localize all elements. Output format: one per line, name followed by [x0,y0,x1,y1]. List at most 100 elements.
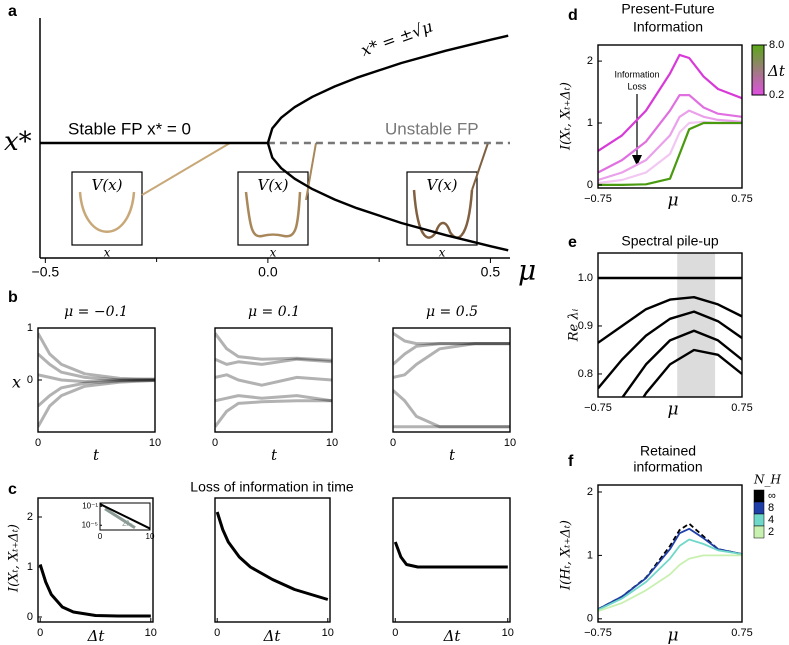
x-tick-label: 10 [149,437,161,449]
y-label: I(Hₜ, Xₜ₊Δₜ) [559,520,574,591]
series-line [621,329,742,397]
x-tick-label: −0.75 [584,627,612,639]
annotation: Stable FP x* = 0 [68,119,191,138]
legend-title: N_H [753,473,782,487]
legend-label: 8 [768,502,774,514]
x-tick-label: 0 [37,627,43,639]
series-line [598,538,742,611]
x-tick-label: 0 [35,437,41,449]
x-label: μ [667,400,678,420]
section-title: Loss of information in time [190,479,354,495]
chart-title: Spectral pile-up [621,233,718,249]
inset-boxes [71,171,478,246]
axes-frame [214,497,331,623]
series-line [266,34,509,144]
connector [141,142,231,196]
series-line [266,142,509,252]
potential [412,189,474,239]
panel-label: e [568,234,577,251]
series-line [598,94,742,174]
series-line [38,564,151,618]
y-tick-label: 2 [587,486,593,498]
series-line [393,389,510,429]
x-label: t [449,446,456,464]
chart-title: information [633,459,702,475]
panel-label: c [8,481,17,498]
y-tick-label: 1 [27,322,33,334]
annotation: Unstable FP [385,119,479,138]
y-tick-label: 0.9 [578,320,593,332]
inset-label: V(x) [258,176,289,194]
y-label: I(Xₜ, Xₜ₊Δₜ) [7,524,22,593]
x-tick-label: 0.75 [731,627,752,639]
series-line [393,342,510,379]
series-line [215,399,332,428]
x-tick-label: 0.5 [481,264,501,280]
subplot-title: μ = 0.1 [248,304,300,320]
inset-x-label: x [104,246,111,260]
x-tick-label: 0.0 [258,264,278,280]
x-label: μ [667,191,678,211]
legend-label: 4 [768,514,774,526]
x-tick-label: 0 [390,437,396,449]
series-line [215,373,332,387]
x-tick-label: 0 [214,627,220,639]
series-line [393,331,510,346]
series-line [38,379,155,428]
series-line [598,310,742,390]
series-line [598,53,742,152]
series-line [642,348,742,397]
panel-label: f [568,453,574,470]
x-tick-label: 0.75 [731,402,752,414]
colorbar [751,44,765,96]
connector [471,142,489,191]
series-line [598,121,742,186]
legend-label: 2 [768,526,774,538]
x-tick-label: 0 [212,437,218,449]
colorbar-label: Δt [767,62,786,80]
y-tick-label: 0.8 [578,368,593,380]
series-line [215,332,332,362]
chart-title: Retained [640,443,696,459]
guide-line [104,507,136,530]
legend-swatch [753,513,765,527]
x-tick-label: 10 [504,437,516,449]
x-tick-label: −0.75 [584,193,612,205]
y-label: x* [4,127,32,157]
plot-area [38,332,155,428]
inset-line [99,503,151,530]
series-line [215,394,332,403]
plot-area [393,541,508,569]
y-tick-label: 2 [587,55,593,67]
x-tick-label: 0.75 [731,193,752,205]
x-label: Δt [443,627,462,645]
series-line [215,357,332,366]
arrow-head [632,155,642,166]
plot-area [215,332,332,428]
series-line [598,296,742,344]
x-label: Δt [263,627,282,645]
x-tick-label: 10 [322,627,334,639]
plot-area [40,34,510,252]
axes-frame [597,484,743,623]
legend-swatch [753,525,765,539]
y-tick-label: 1.0 [578,272,593,284]
y-label: Re λᵢ [567,308,582,342]
inset-x-tick-label: 10 [146,532,155,541]
colorbar-tick-label: 8.0 [769,39,784,51]
potential [78,191,136,233]
inset-y-tick-label: 10⁻⁵ [82,520,98,529]
y-tick-label: 1 [587,117,593,129]
inset-x-label: x [439,246,446,260]
annotation: Information [614,69,659,79]
x-tick-label: 10 [502,627,514,639]
axes-frame [392,497,511,623]
axes-frame [214,327,333,433]
y-label: x [12,373,21,392]
panel-label: a [8,3,17,20]
series-line [38,352,155,382]
series-line [38,332,155,381]
axes-frame [597,252,743,398]
inset-box [406,171,478,246]
